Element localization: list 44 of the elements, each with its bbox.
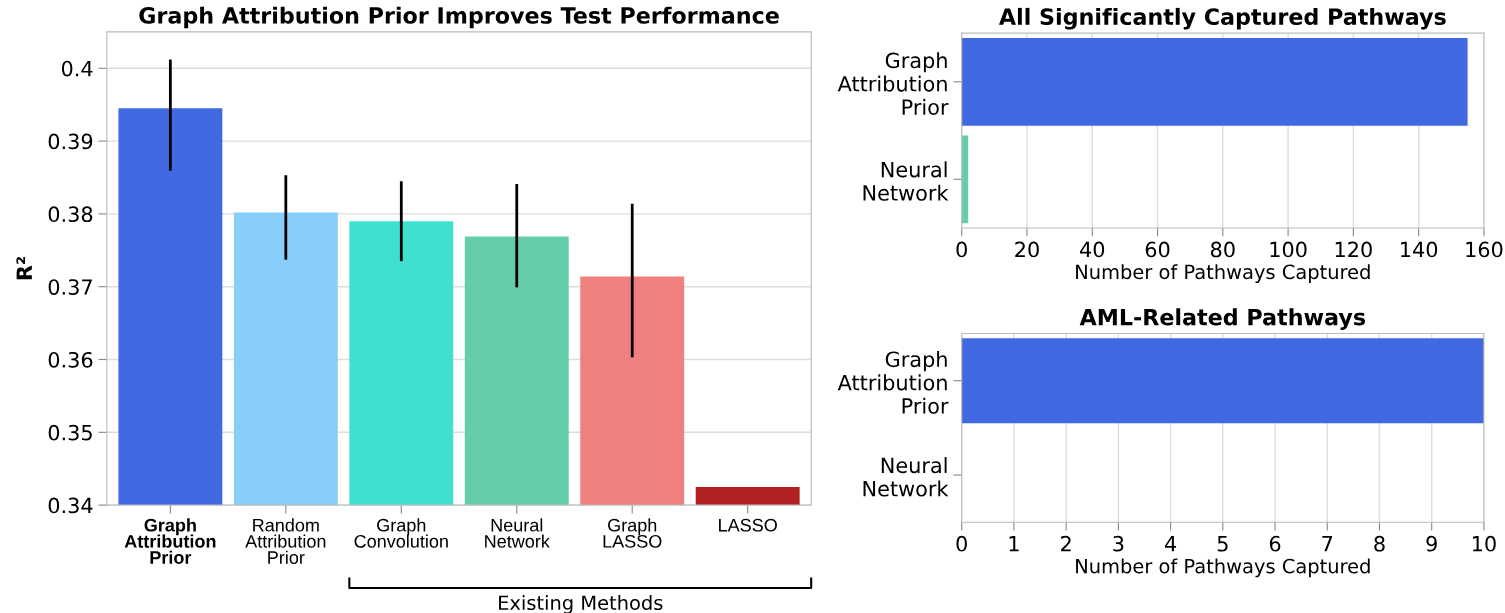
x-axis-title: Number of Pathways Captured	[1076, 558, 1370, 578]
x-tick-label: 0	[956, 241, 967, 258]
chart-title: AML-Related Pathways	[1079, 308, 1366, 330]
x-tick-label: 8	[1374, 535, 1385, 552]
x-tick-label: 100	[1270, 241, 1307, 258]
x-tick-label: Graph LASSO	[603, 518, 662, 548]
y-tick-label: Neural Network	[863, 161, 949, 201]
x-tick-label: 120	[1335, 241, 1372, 258]
y-axis-title: R²	[16, 257, 32, 280]
y-tick-label: 0.37	[48, 279, 92, 295]
x-tick-label: 9	[1426, 535, 1437, 552]
x-tick-label: Neural Network	[485, 518, 550, 548]
x-tick-label: 2	[1061, 535, 1071, 552]
y-tick-label: Graph Attribution Prior	[837, 351, 949, 414]
chart-title: All Significantly Captured Pathways	[998, 7, 1446, 30]
x-tick-label: Graph Convolution	[354, 518, 448, 548]
x-tick-label: 10	[1472, 535, 1496, 552]
x-tick-label: 7	[1322, 536, 1333, 552]
x-tick-label: LASSO	[719, 518, 777, 532]
x-tick-label: 3	[1113, 535, 1124, 552]
y-tick-label: 0.35	[48, 424, 92, 441]
x-tick-label: Graph Attribution Prior	[124, 518, 216, 564]
x-tick-label: 20	[1015, 241, 1039, 258]
x-axis-title: Number of Pathways Captured	[1076, 264, 1370, 283]
chart-title: Graph Attribution Prior Improves Test Performance	[139, 6, 779, 29]
text: Existing Methods	[499, 595, 663, 613]
x-tick-label: 160	[1466, 241, 1503, 258]
y-tick-label: Neural Network	[863, 457, 949, 497]
y-tick-label: Graph Attribution Prior	[837, 52, 949, 115]
y-tick-label: 0.34	[48, 497, 93, 514]
x-tick-label: 140	[1401, 241, 1438, 258]
x-tick-label: 40	[1080, 241, 1105, 258]
y-tick-label: 0.38	[48, 206, 93, 223]
y-tick-label: 0.36	[48, 351, 93, 368]
x-tick-label: 5	[1217, 536, 1228, 552]
x-tick-label: 60	[1145, 241, 1170, 258]
y-tick-label: 0.4	[61, 60, 93, 77]
y-tick-label: 0.39	[48, 133, 93, 150]
x-tick-label: 80	[1210, 241, 1235, 258]
x-tick-label: Random Attribution Prior	[245, 518, 326, 564]
x-tick-label: 1	[1009, 536, 1019, 552]
x-tick-label: 0	[956, 535, 967, 552]
x-tick-label: 6	[1269, 535, 1281, 552]
x-tick-label: 4	[1164, 536, 1177, 552]
